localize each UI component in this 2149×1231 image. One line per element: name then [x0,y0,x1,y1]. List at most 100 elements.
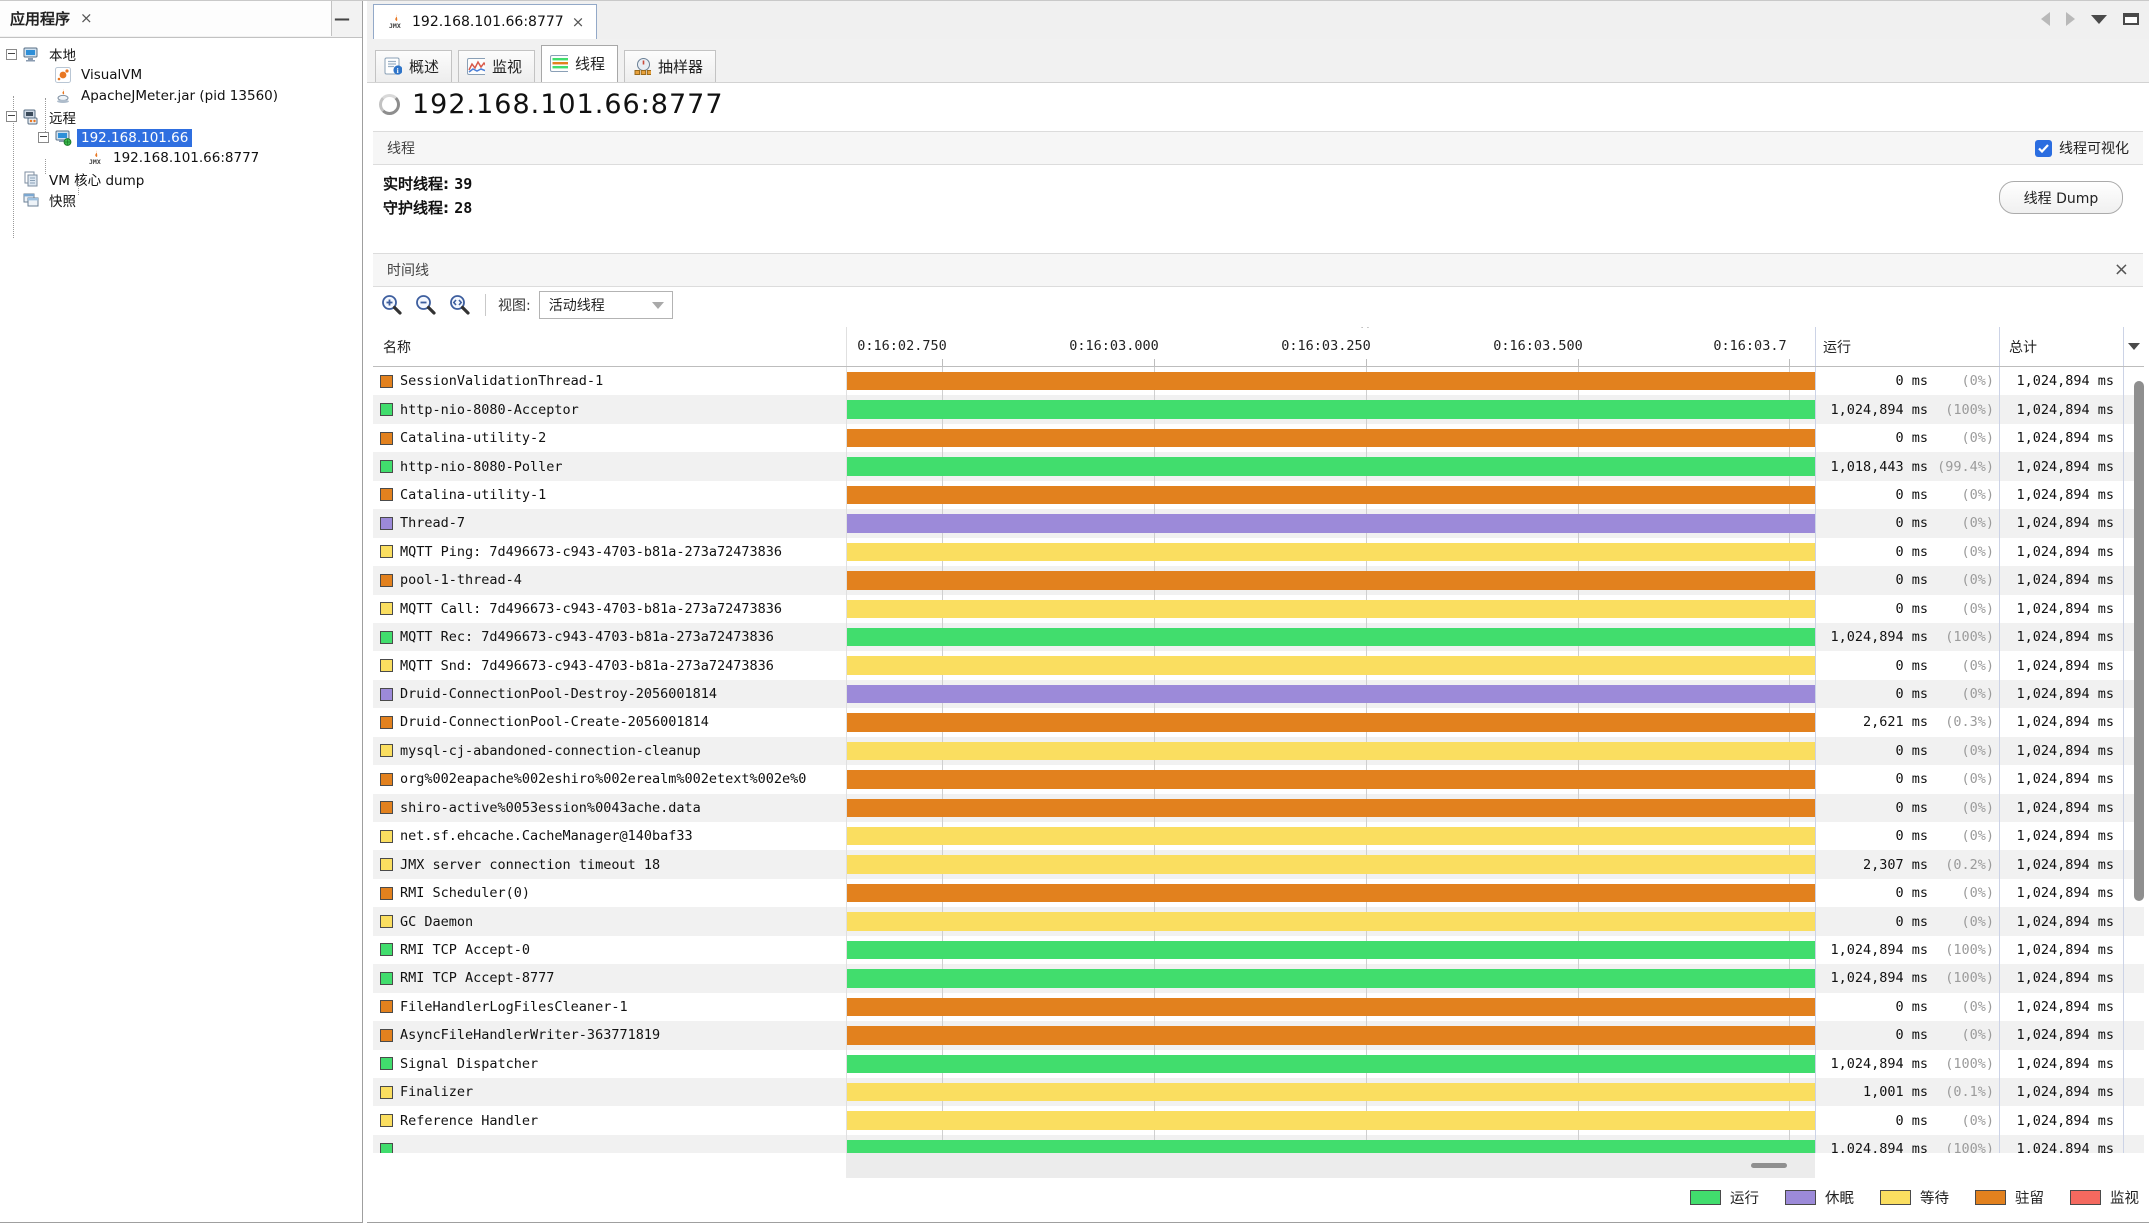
document-tab-title: 192.168.101.66:8777 [412,14,564,30]
tree-guide-line [78,180,79,195]
thread-row[interactable]: JMX server connection timeout 18 2,307 m… [373,850,2144,879]
thread-row[interactable]: Catalina-utility-2 0 ms (0%) 1,024,894 m… [373,423,2144,453]
thread-row[interactable]: MQTT Rec: 7d496673-c943-4703-b81a-273a72… [373,622,2144,652]
toolbar-separator [485,294,486,316]
zoom-out-icon[interactable] [413,292,439,318]
threads-visualization-checkbox[interactable] [2035,139,2052,157]
thread-row[interactable]: GC Daemon 0 ms (0%) 1,024,894 ms [373,907,2144,936]
thread-row[interactable]: mysql-cj-abandoned-connection-cleanup 0 … [373,736,2144,766]
view-tab-监视[interactable]: 监视 [458,50,536,82]
view-selector-label: 视图: [498,298,531,314]
tree-item-192.168.101.66-8777[interactable]: JMX 192.168.101.66:8777 [0,148,362,169]
thread-row[interactable]: MQTT Call: 7d496673-c943-4703-b81a-273a7… [373,594,2144,623]
zoom-in-icon[interactable] [379,292,405,318]
thread-row[interactable]: SessionValidationThread-1 0 ms (0%) 1,02… [373,367,2144,396]
thread-name: Thread-7 [400,515,466,532]
threads-section-title: 线程 [387,141,415,157]
thread-row[interactable]: MQTT Snd: 7d496673-c943-4703-b81a-273a72… [373,651,2144,680]
tree-item--[interactable]: 快照 [0,190,362,211]
thread-row[interactable]: Catalina-utility-1 0 ms (0%) 1,024,894 m… [373,480,2144,510]
thread-row[interactable]: RMI TCP Accept-8777 1,024,894 ms (100%) … [373,964,2144,993]
thread-row[interactable]: MQTT Ping: 7d496673-c943-4703-b81a-273a7… [373,537,2144,567]
close-icon[interactable]: × [571,12,585,31]
thread-dump-button[interactable]: 线程 Dump [1999,181,2123,214]
expander-icon[interactable] [6,111,17,123]
thread-row[interactable]: http-nio-8080-Acceptor 1,024,894 ms (100… [373,395,2144,424]
zoom-fit-icon[interactable] [447,292,473,318]
thread-total-cell: 1,024,894 ms [1999,566,2123,595]
thread-state-bar [847,599,1815,618]
column-header-name[interactable]: 名称 [383,340,411,356]
back-icon[interactable] [2041,12,2050,26]
thread-running-cell: 1,018,443 ms (99.4%) [1815,452,1999,481]
thread-row[interactable]: Finalizer 1,001 ms (0.1%) 1,024,894 ms [373,1077,2144,1107]
time-tick-label: 0:16:03.7 [1713,338,1787,354]
maximize-icon[interactable] [2123,13,2139,25]
thread-row[interactable]: RMI TCP Accept-0 1,024,894 ms (100%) 1,0… [373,935,2144,965]
legend-item: 运行 [1690,1187,1759,1208]
legend-label: 运行 [1730,1191,1759,1207]
thread-row[interactable]: Druid-ConnectionPool-Destroy-2056001814 … [373,679,2144,709]
thread-row[interactable]: Signal Dispatcher 1,024,894 ms (100%) 1,… [373,1049,2144,1078]
thread-timeline-cell [846,367,1815,396]
thread-row[interactable]: 1,024,894 ms (100%) 1,024,894 ms [373,1134,2144,1153]
thread-row[interactable]: AsyncFileHandlerWriter-363771819 0 ms (0… [373,1021,2144,1050]
column-header-running[interactable]: 运行 [1815,327,1999,366]
tree-item-visualvm[interactable]: VisualVM [0,65,362,86]
horizontal-scrollbar[interactable] [846,1153,1815,1178]
tree-item-apachejmeter.jar-pid-13560-[interactable]: ApacheJMeter.jar (pid 13560) [0,86,362,107]
view-tab-概述[interactable]: i 概述 [375,50,453,82]
close-icon[interactable]: × [2113,259,2129,280]
thread-row[interactable]: http-nio-8080-Poller 1,018,443 ms (99.4%… [373,452,2144,481]
minimize-icon[interactable]: — [334,9,350,28]
state-legend: 运行 休眠 等待 驻留 监视 [1690,1187,2139,1208]
thread-row[interactable]: shiro-active%0053ession%0043ache.data 0 … [373,793,2144,822]
thread-total-cell: 1,024,894 ms [1999,651,2123,680]
legend-label: 休眠 [1825,1191,1854,1207]
view-tab-抽样器[interactable]: 抽样器 [624,50,717,82]
tab-list-icon[interactable] [2091,14,2107,24]
tree-item--[interactable]: 远程 [0,106,362,127]
column-chooser-button[interactable] [2123,327,2144,366]
tree-item-label: 本地 [49,48,76,65]
expander-icon[interactable] [6,48,17,60]
view-tab-线程[interactable]: 线程 [541,45,619,82]
column-header-total[interactable]: 总计 [1999,327,2123,366]
thread-name: http-nio-8080-Acceptor [400,401,579,418]
thread-state-bar [847,798,1815,817]
horizontal-scrollbar-handle[interactable] [1751,1163,1787,1168]
view-selector-dropdown[interactable]: 活动线程 [538,291,673,319]
thread-name: pool-1-thread-4 [400,572,522,589]
tree-item--[interactable]: 本地 [0,44,362,65]
vertical-scrollbar[interactable] [2129,367,2149,1153]
tree-item-label: VM 核心 dump [49,173,145,190]
thread-name: RMI TCP Accept-0 [400,941,531,958]
thread-row[interactable]: org%002eapache%002eshiro%002erealm%002et… [373,765,2144,794]
thread-row[interactable]: pool-1-thread-4 0 ms (0%) 1,024,894 ms [373,566,2144,595]
running-percent: (0%) [1961,515,1994,532]
expander-icon[interactable] [38,132,49,144]
thread-state-swatch [380,630,393,644]
thread-row[interactable]: net.sf.ehcache.CacheManager@140baf33 0 m… [373,822,2144,851]
applications-tab[interactable]: 应用程序 × [0,1,332,36]
running-value: 0 ms [1895,1112,1928,1129]
close-icon[interactable]: × [80,9,93,27]
forward-icon[interactable] [2066,12,2075,26]
thread-row[interactable]: Thread-7 0 ms (0%) 1,024,894 ms [373,509,2144,538]
thread-total-cell: 1,024,894 ms [1999,1077,2123,1107]
tree-item-vm-dump[interactable]: VM 核心 dump [0,169,362,190]
thread-timeline-cell [846,850,1815,879]
daemon-threads-value: 28 [454,199,473,217]
thread-state-bar [847,684,1815,704]
document-tab[interactable]: JMX 192.168.101.66:8777 × [373,4,598,39]
tree-item-192.168.101.66[interactable]: 192.168.101.66 [0,127,362,148]
running-percent: (99.4%) [1937,458,1994,475]
thread-name: Druid-ConnectionPool-Destroy-2056001814 [400,686,717,703]
thread-row[interactable]: Druid-ConnectionPool-Create-2056001814 2… [373,708,2144,737]
thread-state-swatch [380,403,393,417]
vertical-scrollbar-handle[interactable] [2134,381,2144,901]
thread-state-swatch [380,687,393,701]
thread-row[interactable]: Reference Handler 0 ms (0%) 1,024,894 ms [373,1106,2144,1135]
thread-row[interactable]: RMI Scheduler(0) 0 ms (0%) 1,024,894 ms [373,878,2144,908]
thread-row[interactable]: FileHandlerLogFilesCleaner-1 0 ms (0%) 1… [373,992,2144,1022]
